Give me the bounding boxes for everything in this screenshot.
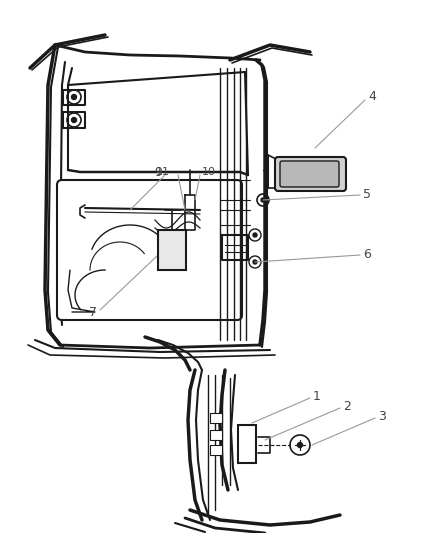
Circle shape [170, 259, 173, 262]
Text: 4: 4 [368, 91, 376, 103]
Text: 1: 1 [313, 390, 321, 402]
FancyBboxPatch shape [210, 445, 222, 455]
FancyBboxPatch shape [158, 230, 186, 270]
FancyBboxPatch shape [238, 425, 256, 463]
Text: 10: 10 [202, 167, 216, 177]
Circle shape [245, 443, 249, 447]
FancyBboxPatch shape [57, 180, 242, 320]
FancyBboxPatch shape [280, 161, 339, 187]
Circle shape [294, 172, 298, 176]
Circle shape [253, 260, 257, 264]
Text: 5: 5 [363, 189, 371, 201]
Circle shape [79, 232, 85, 238]
Text: 6: 6 [363, 248, 371, 262]
Circle shape [71, 117, 77, 123]
Circle shape [71, 94, 77, 100]
Text: 3: 3 [378, 409, 386, 423]
Circle shape [297, 442, 303, 448]
Text: 2: 2 [343, 400, 351, 413]
FancyBboxPatch shape [275, 157, 346, 191]
Text: 9: 9 [154, 166, 162, 179]
Circle shape [253, 233, 257, 237]
Text: 11: 11 [156, 167, 170, 177]
Text: 7: 7 [89, 306, 97, 319]
FancyBboxPatch shape [210, 430, 222, 440]
FancyBboxPatch shape [210, 413, 222, 423]
Circle shape [261, 198, 265, 202]
Circle shape [188, 223, 191, 227]
Circle shape [93, 243, 97, 247]
